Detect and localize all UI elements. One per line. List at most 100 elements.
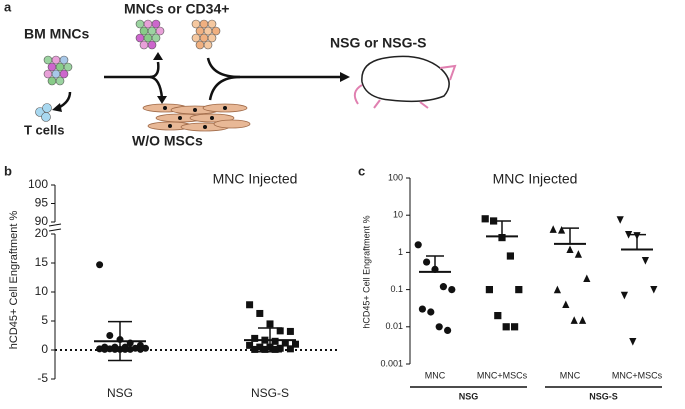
point — [106, 332, 114, 339]
point — [271, 337, 279, 345]
y-tick-label: 100 — [28, 177, 48, 191]
y-tick-label: -5 — [37, 371, 48, 385]
point — [276, 327, 284, 335]
x-tick-label: NSG-S — [251, 386, 289, 400]
point — [494, 312, 502, 320]
y-tick-label: 100 — [388, 172, 403, 182]
point — [485, 286, 493, 294]
point — [256, 343, 264, 351]
y-tick-label: 0.01 — [385, 321, 403, 331]
diagram-label: W/O MSCs — [132, 133, 203, 149]
point — [256, 309, 264, 317]
diagram-label: BM MNCs — [24, 26, 90, 42]
point — [121, 345, 129, 353]
point — [620, 291, 628, 300]
point — [96, 345, 104, 353]
cell — [207, 19, 217, 29]
point — [286, 345, 294, 353]
cell — [199, 33, 209, 43]
cell — [203, 40, 213, 50]
cell — [139, 40, 149, 50]
diagram-label: NSG or NSG-S — [330, 35, 426, 51]
diagram-label: MNCs or CD34+ — [124, 1, 229, 17]
point — [276, 344, 284, 352]
cell — [135, 33, 145, 43]
cell — [155, 26, 165, 36]
x-tick-label: MNC — [560, 370, 581, 380]
cell — [43, 69, 53, 79]
cell — [199, 19, 209, 29]
point — [583, 274, 591, 283]
panel-label: a — [4, 0, 12, 14]
x-tick-label: MNC+MSCs — [477, 370, 528, 380]
point — [448, 286, 456, 294]
point — [106, 345, 114, 353]
cell — [41, 112, 51, 122]
cell — [63, 62, 73, 72]
point — [246, 301, 254, 309]
point — [566, 245, 574, 254]
cell — [195, 40, 205, 50]
point — [574, 250, 582, 258]
group-label: NSG — [459, 391, 479, 401]
point — [286, 327, 294, 335]
panel-label: b — [4, 163, 12, 178]
chart-c: MNC Injected hCD45+ Cell Engraftment % 0.0… — [361, 171, 662, 402]
y-tick-label: 0 — [41, 342, 48, 356]
chart-title: MNC Injected — [213, 171, 298, 187]
point — [570, 316, 578, 324]
cell — [55, 76, 65, 86]
cell — [51, 69, 61, 79]
point — [126, 345, 134, 353]
x-tick-label: MNC+MSCs — [612, 370, 663, 380]
point — [281, 339, 289, 347]
cell — [147, 26, 157, 36]
point — [111, 345, 119, 353]
cell — [151, 19, 161, 29]
x-tick-label: NSG — [107, 386, 133, 400]
point — [502, 323, 510, 331]
cell — [151, 33, 161, 43]
y-axis-label: hCD45+ Cell Engraftment % — [8, 211, 20, 350]
point — [427, 308, 435, 316]
cell — [211, 26, 221, 36]
point — [629, 338, 637, 346]
point — [266, 320, 274, 328]
y-tick-label: 10 — [35, 284, 49, 298]
cell — [191, 33, 201, 43]
cell — [59, 55, 69, 65]
cell — [147, 40, 157, 50]
y-tick-label: 90 — [35, 214, 49, 228]
y-tick-label: 95 — [35, 196, 49, 210]
point — [444, 326, 452, 335]
point — [498, 233, 506, 242]
chart-title: MNC Injected — [493, 171, 578, 187]
y-tick-label: 0.001 — [380, 358, 403, 368]
cell — [143, 19, 153, 29]
point — [650, 286, 658, 294]
cell — [43, 55, 53, 65]
cell — [47, 62, 57, 72]
cell — [135, 19, 145, 29]
y-tick-label: 15 — [35, 255, 49, 269]
point — [136, 345, 144, 353]
point — [553, 285, 561, 294]
point — [96, 261, 104, 269]
cell — [55, 62, 65, 72]
point — [271, 345, 279, 353]
group-label: NSG-S — [589, 391, 618, 401]
y-tick-label: 20 — [35, 226, 49, 240]
cell — [42, 103, 52, 113]
point — [481, 215, 489, 223]
point — [515, 286, 523, 294]
diagram-label: T cells — [24, 122, 64, 137]
axis-break — [48, 228, 62, 232]
point — [439, 283, 447, 291]
point — [423, 258, 431, 266]
cell-clusters — [35, 19, 221, 122]
y-tick-label: 0.1 — [390, 284, 403, 294]
stromal-cells — [142, 103, 251, 132]
point — [418, 305, 426, 313]
